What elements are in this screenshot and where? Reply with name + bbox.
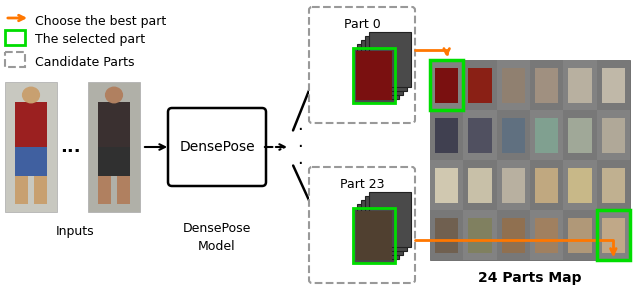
Bar xyxy=(563,210,596,260)
FancyBboxPatch shape xyxy=(168,108,266,186)
Bar xyxy=(361,39,403,94)
Bar xyxy=(34,176,47,204)
Bar xyxy=(353,47,395,102)
Bar xyxy=(430,110,463,160)
Bar xyxy=(497,210,530,260)
Text: ...: ... xyxy=(60,138,80,156)
Bar xyxy=(361,200,403,255)
Bar xyxy=(497,60,530,110)
Bar xyxy=(563,60,596,110)
Bar xyxy=(353,47,395,102)
Bar xyxy=(15,176,28,204)
Text: ·
·
·: · · · xyxy=(297,121,303,172)
Bar xyxy=(530,160,563,210)
FancyBboxPatch shape xyxy=(309,167,415,283)
Bar xyxy=(88,82,140,212)
Bar xyxy=(535,118,558,152)
Bar xyxy=(15,102,47,147)
Bar xyxy=(463,110,497,160)
Text: 24 Parts Map: 24 Parts Map xyxy=(478,271,582,285)
Bar xyxy=(435,118,458,152)
Text: DensePose
Model: DensePose Model xyxy=(183,222,251,253)
Text: The selected part: The selected part xyxy=(35,33,145,47)
Bar xyxy=(430,60,630,260)
Bar xyxy=(468,118,492,152)
Bar xyxy=(596,60,630,110)
Bar xyxy=(99,176,111,204)
Bar xyxy=(356,210,392,259)
Bar xyxy=(435,67,458,102)
Bar xyxy=(435,168,458,202)
Bar xyxy=(497,110,530,160)
Bar xyxy=(430,60,463,110)
Bar xyxy=(435,217,458,253)
Bar xyxy=(602,168,625,202)
Bar xyxy=(596,110,630,160)
Ellipse shape xyxy=(22,87,40,104)
Text: Inputs: Inputs xyxy=(56,225,94,238)
Bar xyxy=(5,82,57,212)
Bar xyxy=(365,196,407,251)
Bar xyxy=(596,210,630,260)
Bar xyxy=(369,192,411,247)
Bar xyxy=(468,168,492,202)
Bar xyxy=(563,160,596,210)
Bar xyxy=(430,60,463,110)
Bar xyxy=(99,102,129,147)
Bar xyxy=(535,67,558,102)
Text: Choose the best part: Choose the best part xyxy=(35,15,166,27)
Bar xyxy=(530,210,563,260)
Bar xyxy=(568,168,591,202)
Text: Part 0: Part 0 xyxy=(344,17,380,31)
Bar xyxy=(602,67,625,102)
Bar xyxy=(365,35,407,90)
Bar xyxy=(463,60,497,110)
Bar xyxy=(568,217,591,253)
Bar xyxy=(530,110,563,160)
Bar xyxy=(369,31,411,86)
Bar xyxy=(356,51,392,100)
Bar xyxy=(357,204,399,259)
Bar xyxy=(596,210,630,260)
Bar xyxy=(357,43,399,98)
Bar xyxy=(568,67,591,102)
Bar xyxy=(430,210,463,260)
Bar xyxy=(468,217,492,253)
Bar xyxy=(99,147,129,176)
Bar xyxy=(502,217,525,253)
Bar xyxy=(502,168,525,202)
FancyBboxPatch shape xyxy=(309,7,415,123)
Bar xyxy=(5,52,25,67)
Bar xyxy=(502,67,525,102)
Bar xyxy=(502,118,525,152)
Bar xyxy=(468,67,492,102)
Bar xyxy=(602,217,625,253)
Bar xyxy=(353,208,395,263)
Bar xyxy=(596,160,630,210)
Bar xyxy=(602,118,625,152)
Bar xyxy=(430,160,463,210)
Bar xyxy=(497,160,530,210)
Bar xyxy=(535,217,558,253)
Text: DensePose: DensePose xyxy=(179,140,255,154)
Ellipse shape xyxy=(105,87,123,104)
Bar xyxy=(463,210,497,260)
Bar xyxy=(463,160,497,210)
Bar xyxy=(116,176,129,204)
Bar xyxy=(15,147,47,176)
Bar xyxy=(535,168,558,202)
Bar xyxy=(563,110,596,160)
Text: Candidate Parts: Candidate Parts xyxy=(35,55,134,69)
Bar xyxy=(5,30,25,45)
Bar xyxy=(568,118,591,152)
Bar xyxy=(530,60,563,110)
Bar xyxy=(353,208,395,263)
Text: Part 23: Part 23 xyxy=(340,178,384,190)
